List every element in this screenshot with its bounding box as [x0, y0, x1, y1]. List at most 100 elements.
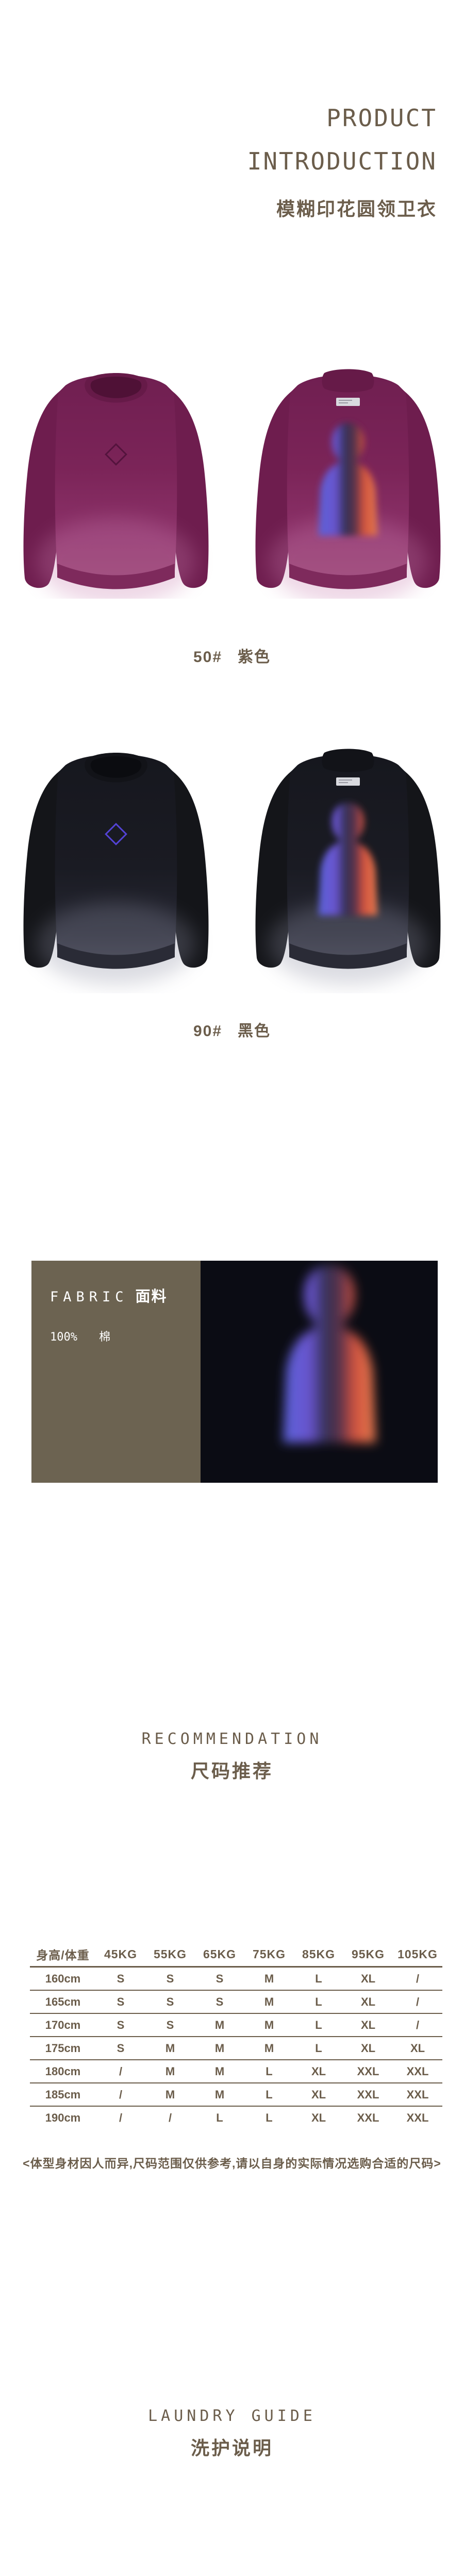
- page-title-line2: INTRODUCTION: [247, 147, 437, 175]
- size-row-height: 180cm: [30, 2060, 96, 2083]
- size-table-row: 185cm / M M L XL XXL XXL: [30, 2083, 442, 2107]
- back-neck-tag: [336, 398, 360, 406]
- size-column-header: 身高/体重: [30, 1942, 96, 1968]
- size-cell: S: [96, 1967, 145, 1991]
- size-cell: S: [96, 1990, 145, 2014]
- size-cell: XXL: [393, 2060, 442, 2083]
- size-table-row: 170cm S S M M L XL /: [30, 2013, 442, 2037]
- page-header: PRODUCT INTRODUCTION 模糊印花圆领卫衣: [247, 97, 437, 221]
- size-row-height: 170cm: [30, 2013, 96, 2037]
- size-row-height: 185cm: [30, 2083, 96, 2107]
- fabric-composition: 100% 棉: [50, 1328, 190, 1344]
- size-table-row: 160cm S S S M L XL /: [30, 1967, 442, 1991]
- size-cell: XL: [393, 2037, 442, 2060]
- fabric-print-closeup-graphic: [201, 1261, 438, 1483]
- sweatshirt-back-purple-graphic: [255, 369, 441, 599]
- size-cell: L: [216, 2111, 223, 2124]
- size-cell: M: [195, 2083, 244, 2107]
- size-cell: L: [294, 1990, 343, 2014]
- product-photo-purple-front: [8, 355, 224, 599]
- chest-diamond-logo: [105, 823, 127, 845]
- size-column-header: 75KG: [244, 1942, 294, 1968]
- fabric-heading: FABRIC 面料: [50, 1284, 190, 1306]
- sweatshirt-back-black-graphic: [255, 749, 441, 985]
- size-cell: XXL: [343, 2083, 393, 2107]
- recommendation-heading-cn: 尺码推荐: [190, 1760, 273, 1782]
- size-cell: /: [119, 2111, 123, 2124]
- size-column-header: 105KG: [393, 1942, 442, 1968]
- colorway-label-black: 90# 黑色: [0, 1018, 464, 1041]
- product-photo-purple-back: [240, 355, 456, 599]
- size-row-height: 160cm: [30, 1967, 96, 1991]
- size-cell: S: [145, 2013, 195, 2037]
- size-cell: L: [294, 2013, 343, 2037]
- size-cell: /: [393, 1967, 442, 1991]
- size-cell: XL: [343, 2037, 393, 2060]
- size-cell: /: [393, 1990, 442, 2014]
- fabric-heading-cn: 面料: [135, 1289, 168, 1305]
- size-table-row: 190cm / / L L XL XXL XXL: [30, 2106, 442, 2129]
- fabric-info-panel: FABRIC 面料 100% 棉: [31, 1261, 201, 1483]
- size-cell: S: [96, 2037, 145, 2060]
- size-cell: XL: [343, 1967, 393, 1991]
- size-cell: M: [195, 2060, 244, 2083]
- size-cell: L: [294, 1967, 343, 1991]
- size-table: 身高/体重 45KG 55KG 65KG 75KG 85KG 95KG 105KG 160cm…: [30, 1942, 442, 2129]
- colorway-name: 黑色: [238, 1023, 271, 1040]
- size-cell: M: [195, 2037, 244, 2060]
- size-cell: M: [145, 2083, 195, 2107]
- fabric-composition-percent: 100%: [50, 1331, 77, 1344]
- size-table-row: 180cm / M M L XL XXL XXL: [30, 2060, 442, 2083]
- product-photo-black-back: [240, 720, 456, 993]
- sweatshirt-front-purple-graphic: [23, 373, 209, 599]
- size-table-row: 165cm S S S M L XL /: [30, 1990, 442, 2014]
- recommendation-heading-en: RECOMMENDATION: [141, 1730, 323, 1748]
- size-note: <体型身材因人而异,尺码范围仅供参考,请以自身的实际情况选购合适的尺码>: [23, 2157, 441, 2170]
- size-cell: XXL: [406, 2111, 429, 2124]
- size-cell: L: [244, 2083, 294, 2107]
- size-cell: S: [195, 1990, 244, 2014]
- size-cell: L: [244, 2060, 294, 2083]
- colorway-name: 紫色: [238, 649, 271, 666]
- size-table-head-row: 身高/体重 45KG 55KG 65KG 75KG 85KG 95KG 105KG: [30, 1942, 442, 1968]
- size-cell: XXL: [343, 2060, 393, 2083]
- size-cell: L: [294, 2037, 343, 2060]
- fabric-photo: [201, 1261, 438, 1483]
- size-cell: M: [244, 2013, 294, 2037]
- size-cell: /: [168, 2111, 172, 2124]
- laundry-heading: LAUNDRY GUIDE 洗护说明: [0, 2407, 464, 2460]
- size-cell: XXL: [393, 2083, 442, 2107]
- size-cell: /: [96, 2060, 145, 2083]
- size-column-header: 65KG: [195, 1942, 244, 1968]
- fabric-heading-en: FABRIC: [50, 1289, 128, 1305]
- laundry-heading-en: LAUNDRY GUIDE: [148, 2407, 316, 2425]
- size-cell: S: [96, 2013, 145, 2037]
- page-title-line1: PRODUCT: [326, 104, 437, 132]
- size-column-header: 45KG: [96, 1942, 145, 1968]
- size-cell: L: [266, 2111, 273, 2124]
- colorway-code: 90#: [193, 1023, 223, 1040]
- size-cell: XL: [294, 2060, 343, 2083]
- page-subtitle: 模糊印花圆领卫衣: [276, 198, 437, 220]
- size-row-height: 175cm: [30, 2037, 96, 2060]
- product-photo-black-front: [8, 720, 224, 993]
- photo-row-black: [0, 720, 464, 993]
- fabric-section: FABRIC 面料 100% 棉: [31, 1261, 438, 1483]
- size-column-header: 95KG: [343, 1942, 393, 1968]
- laundry-heading-cn: 洗护说明: [190, 2437, 273, 2459]
- photo-row-purple: [0, 355, 464, 599]
- sweatshirt-front-black-graphic: [23, 753, 209, 985]
- colorway-label-purple: 50# 紫色: [0, 644, 464, 667]
- size-cell: XL: [343, 2013, 393, 2037]
- size-column-header: 85KG: [294, 1942, 343, 1968]
- size-cell: XL: [343, 1990, 393, 2014]
- fabric-composition-material: 棉: [99, 1330, 111, 1343]
- back-neck-tag: [336, 777, 360, 786]
- size-cell: XL: [311, 2111, 326, 2124]
- size-table-body: 160cm S S S M L XL/165cm S S S M L XL/170cm S S M M L XL/1…: [30, 1967, 442, 2129]
- size-cell: S: [195, 1967, 244, 1991]
- size-row-height: 190cm: [45, 2111, 81, 2124]
- colorway-code: 50#: [193, 649, 223, 666]
- size-column-header: 55KG: [145, 1942, 195, 1968]
